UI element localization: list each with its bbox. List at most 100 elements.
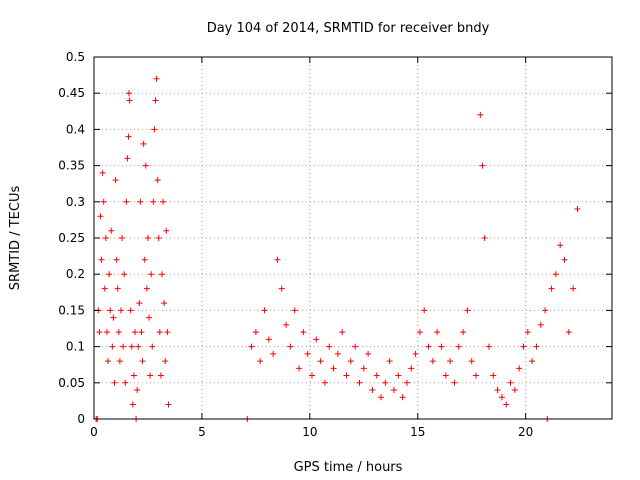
data-point [113, 256, 120, 263]
data-point [438, 343, 445, 350]
data-point [148, 271, 155, 278]
data-point [434, 329, 441, 336]
x-tick-label: 10 [302, 425, 317, 439]
data-point [321, 379, 328, 386]
data-point [477, 111, 484, 118]
data-point [429, 358, 436, 365]
plot-frame [93, 56, 613, 420]
data-point [122, 379, 129, 386]
data-point [150, 198, 157, 205]
data-point [291, 307, 298, 314]
data-point [274, 256, 281, 263]
data-point [557, 242, 564, 249]
data-point [339, 329, 346, 336]
data-point [565, 329, 572, 336]
data-point [135, 343, 142, 350]
data-point [143, 285, 150, 292]
data-point [365, 350, 372, 357]
data-point [498, 394, 505, 401]
data-point [395, 372, 402, 379]
data-point [326, 343, 333, 350]
data-point [313, 336, 320, 343]
data-point [542, 307, 549, 314]
data-point [116, 358, 123, 365]
x-tick-label: 0 [90, 425, 98, 439]
data-point [552, 271, 559, 278]
data-point [334, 350, 341, 357]
data-point [270, 350, 277, 357]
data-point [570, 285, 577, 292]
data-point [447, 358, 454, 365]
data-point [537, 321, 544, 328]
data-point [473, 372, 480, 379]
data-point [265, 336, 272, 343]
data-point [151, 126, 158, 133]
data-point [98, 256, 105, 263]
data-point [144, 235, 151, 241]
data-point [442, 372, 449, 379]
data-point [125, 90, 132, 97]
data-point [146, 314, 153, 321]
data-point [163, 227, 170, 234]
data-point [304, 350, 311, 357]
data-point [112, 177, 119, 184]
data-point [106, 271, 113, 278]
data-point [108, 227, 115, 234]
data-point [153, 75, 160, 82]
x-axis-label: GPS time / hours [294, 460, 403, 475]
data-point [109, 343, 116, 350]
data-point [416, 329, 423, 336]
data-point [110, 314, 117, 321]
data-point [524, 329, 531, 336]
data-point [533, 343, 540, 350]
data-point [425, 343, 432, 350]
data-point [386, 358, 393, 365]
data-point [287, 343, 294, 350]
data-point [479, 162, 486, 169]
data-point [347, 358, 354, 365]
data-point [115, 329, 122, 336]
data-point [96, 329, 103, 336]
data-point [382, 379, 389, 386]
y-tick-label: 0.5 [66, 50, 85, 64]
data-point [257, 358, 264, 365]
data-point [330, 365, 337, 372]
data-point [164, 329, 171, 336]
data-point [139, 358, 146, 365]
data-point [399, 394, 406, 401]
data-point [119, 235, 126, 241]
data-point [114, 285, 121, 292]
data-point [140, 140, 147, 147]
data-point [421, 307, 428, 314]
data-point [125, 133, 132, 140]
data-point [101, 285, 108, 292]
data-point [161, 300, 168, 307]
data-point [165, 401, 172, 408]
y-tick-label: 0.2 [66, 267, 85, 281]
data-point [403, 379, 410, 386]
y-tick-label: 0.1 [66, 340, 85, 354]
data-point [511, 387, 518, 394]
data-point [102, 235, 109, 241]
data-point [157, 372, 164, 379]
data-point [132, 329, 139, 336]
data-point [468, 358, 475, 365]
data-point [460, 329, 467, 336]
data-point [111, 379, 118, 386]
data-point [154, 177, 161, 184]
data-point [561, 256, 568, 263]
y-tick-label: 0.4 [66, 122, 85, 136]
data-point [412, 350, 419, 357]
data-point [529, 358, 536, 365]
data-point [248, 343, 255, 350]
data-point [142, 162, 149, 169]
data-point [128, 343, 135, 350]
data-point [378, 394, 385, 401]
data-point [117, 307, 124, 314]
data-point [127, 307, 134, 314]
data-point [124, 155, 131, 162]
data-point [391, 387, 398, 394]
